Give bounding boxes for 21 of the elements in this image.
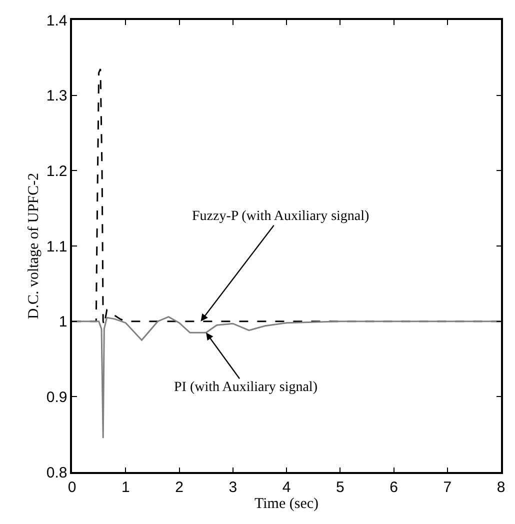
x-tick-label: 3 xyxy=(228,478,238,496)
annotation: PI (with Auxiliary signal) xyxy=(174,380,318,395)
x-tick-label: 1 xyxy=(121,478,130,496)
x-tick-label: 2 xyxy=(175,478,184,496)
y-tick-label: 1.4 xyxy=(46,12,68,30)
x-tick-label: 8 xyxy=(496,478,506,496)
y-tick-label: 0.9 xyxy=(46,388,68,406)
x-tick-label: 7 xyxy=(443,478,452,496)
x-tick-label: 0 xyxy=(68,478,76,496)
y-tick-label: 1.3 xyxy=(46,88,68,105)
y-tick-label: 1.1 xyxy=(46,238,68,256)
x-tick-label: 4 xyxy=(282,478,291,496)
x-axis-title: Time (sec) xyxy=(254,496,319,512)
x-tick-label: 5 xyxy=(336,478,344,496)
y-tick-label: 1 xyxy=(58,314,68,331)
y-axis-title: D.C. voltage of UPFC-2 xyxy=(26,172,42,320)
y-tick-label: 1.2 xyxy=(46,162,68,180)
x-tick-label: 6 xyxy=(390,478,398,496)
y-tick-label: 0.8 xyxy=(46,464,68,482)
line-series xyxy=(72,316,501,439)
annotation: Fuzzy-P (with Auxiliary signal) xyxy=(192,209,370,224)
